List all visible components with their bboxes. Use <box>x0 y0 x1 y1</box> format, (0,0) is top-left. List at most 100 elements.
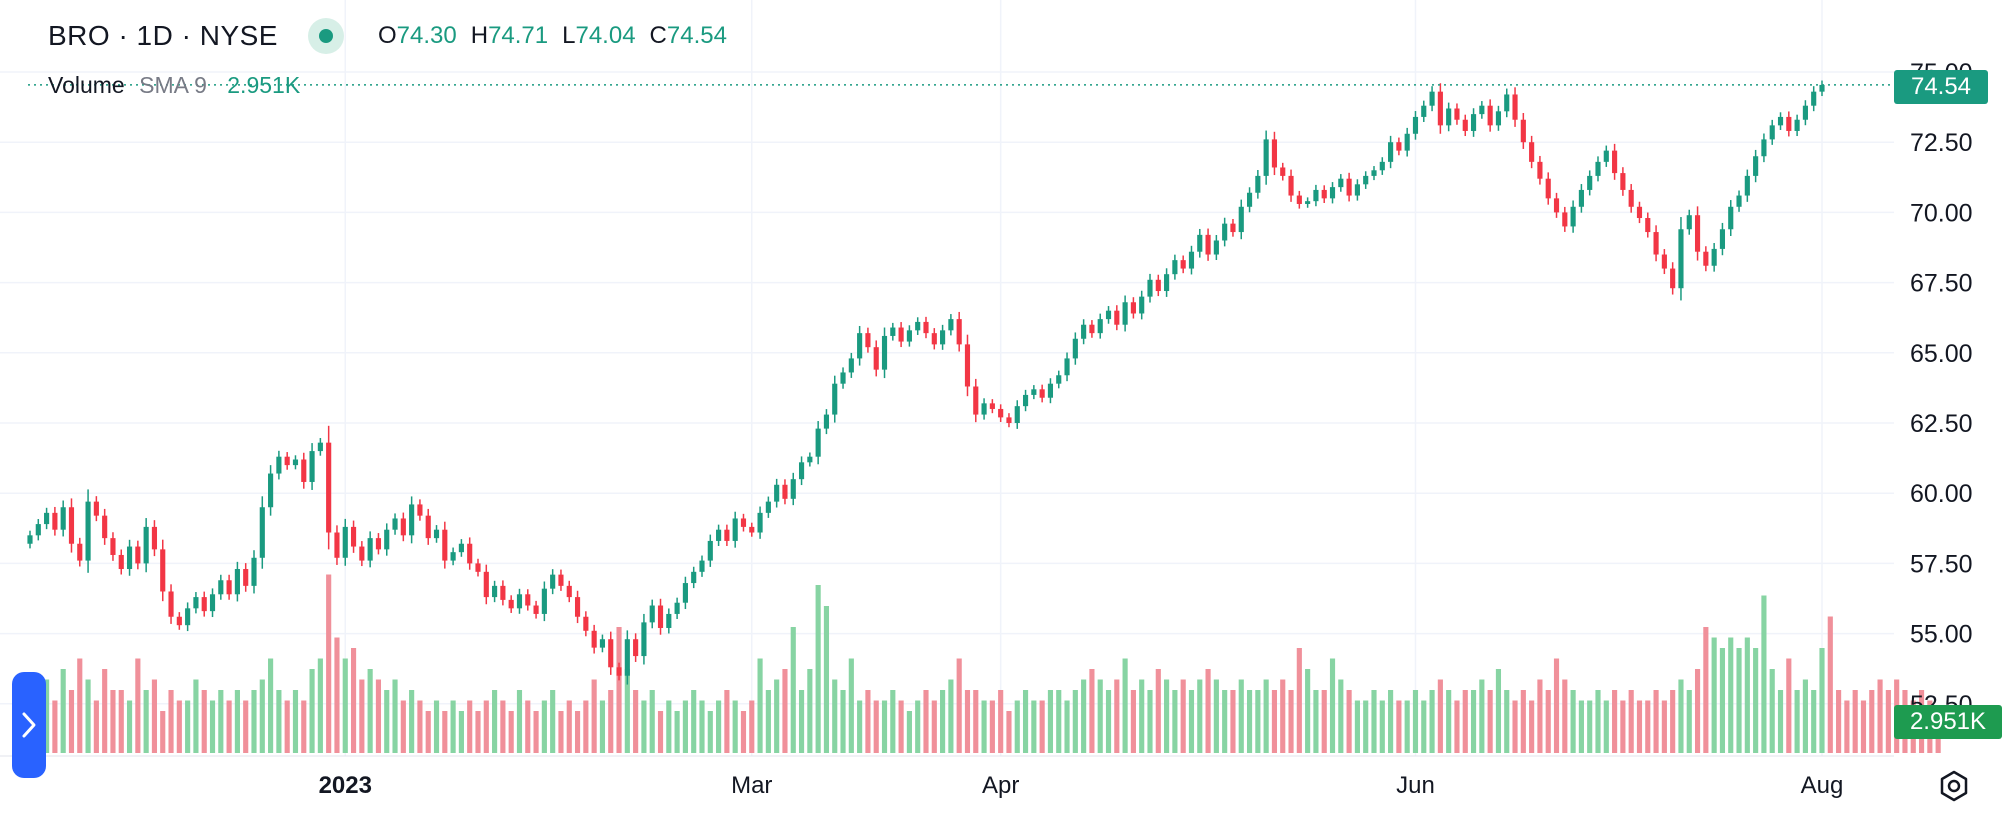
volume-bar <box>666 700 672 753</box>
candle <box>1479 101 1485 119</box>
candle-body <box>1537 161 1543 179</box>
chart-settings-button[interactable] <box>1934 766 1974 806</box>
volume-bar <box>367 669 373 753</box>
volume-bar <box>1811 690 1817 753</box>
candle-body <box>375 538 382 550</box>
candle <box>1263 130 1269 185</box>
candle-body <box>1288 175 1294 196</box>
volume-bar <box>591 679 597 753</box>
volume-bar <box>931 700 937 753</box>
candle-body <box>1354 184 1360 196</box>
candle-body <box>823 414 830 429</box>
candle <box>1105 306 1112 324</box>
volume-bar <box>1164 679 1170 753</box>
candle-body <box>624 639 630 676</box>
volume-bar <box>1139 679 1145 753</box>
candle-body <box>541 588 547 614</box>
candle <box>1595 156 1601 182</box>
expand-sidebar-button[interactable] <box>12 672 46 778</box>
candle <box>367 531 373 568</box>
candle-body <box>1487 105 1493 126</box>
volume-bar <box>1022 690 1029 753</box>
candle <box>276 450 282 480</box>
candle <box>1321 185 1327 203</box>
price-tick-label: 65.00 <box>1910 340 1973 368</box>
candle-body <box>964 344 971 387</box>
volume-bar <box>1263 679 1269 753</box>
candle <box>890 322 896 341</box>
high-value: H74.71 <box>470 22 549 49</box>
volume-bar <box>1437 679 1443 753</box>
candle-body <box>168 591 174 617</box>
candle <box>1180 255 1186 274</box>
volume-bar <box>1122 658 1128 753</box>
candle-body <box>85 501 91 561</box>
candle <box>234 561 240 602</box>
candle-body <box>1371 170 1377 176</box>
candle <box>1213 235 1219 260</box>
candle <box>649 599 655 629</box>
candle-body <box>1819 84 1825 92</box>
candle <box>541 581 547 622</box>
candle <box>1164 268 1170 297</box>
volume-bar <box>384 690 390 753</box>
volume-bar <box>93 700 99 753</box>
candle <box>1786 111 1792 137</box>
volume-bar <box>102 669 108 753</box>
market-status-icon <box>307 18 344 54</box>
volume-bar <box>209 700 216 753</box>
candle <box>1271 131 1278 176</box>
candle-body <box>126 546 133 570</box>
candle <box>1537 155 1543 185</box>
candle <box>1753 149 1759 183</box>
candle-body <box>218 580 224 595</box>
symbol-legend[interactable]: BRO · 1D · NYSE O74.30 H74.71 L74.04 C74… <box>48 18 741 54</box>
volume-bar <box>301 700 307 753</box>
candle-body <box>732 518 738 541</box>
candle-body <box>566 585 572 598</box>
price-axis[interactable]: 75.0072.5070.0067.5065.0062.5060.0057.50… <box>1910 59 1973 719</box>
candle <box>848 352 854 378</box>
candle-body <box>367 538 373 561</box>
price-tick-label: 62.50 <box>1910 410 1973 438</box>
candle-body <box>1396 142 1402 151</box>
volume-bar <box>251 690 257 753</box>
volume-bar <box>1836 690 1842 753</box>
candle <box>35 519 41 541</box>
candle <box>1255 169 1261 199</box>
volume-bar <box>350 648 357 753</box>
candle-body <box>1529 142 1535 162</box>
volume-bar <box>1188 690 1195 753</box>
candle <box>160 539 166 602</box>
candle <box>1056 370 1062 389</box>
candle <box>873 340 879 377</box>
volume-bar <box>201 690 207 753</box>
candle <box>143 518 149 573</box>
candle <box>1744 169 1750 202</box>
candle <box>450 547 456 566</box>
candle-body <box>1678 229 1684 289</box>
volume-bar <box>790 627 796 753</box>
volume-bar <box>1321 690 1327 753</box>
volume-bar <box>1877 679 1883 753</box>
candle-body <box>616 667 622 676</box>
candle-body <box>409 504 415 536</box>
candle-body <box>657 605 664 628</box>
candle-body <box>1338 178 1344 188</box>
volume-bar <box>1570 690 1576 753</box>
volume-bar <box>1537 679 1543 753</box>
candle-body <box>151 526 158 550</box>
candle-body <box>77 543 83 561</box>
candle <box>624 630 630 685</box>
volume-bar <box>1595 690 1601 753</box>
volume-bar <box>1603 700 1609 753</box>
volume-bar <box>516 690 523 753</box>
candle-body <box>251 557 257 586</box>
volume-legend[interactable]: Volume SMA 9 2.951K <box>48 72 300 99</box>
candle-body <box>135 546 141 564</box>
candle <box>757 506 763 539</box>
symbol-title[interactable]: BRO · 1D · NYSE <box>48 20 278 51</box>
time-axis[interactable]: 2023MarAprJunAugSepNovDec <box>319 772 2014 799</box>
volume-bar <box>1379 700 1385 753</box>
